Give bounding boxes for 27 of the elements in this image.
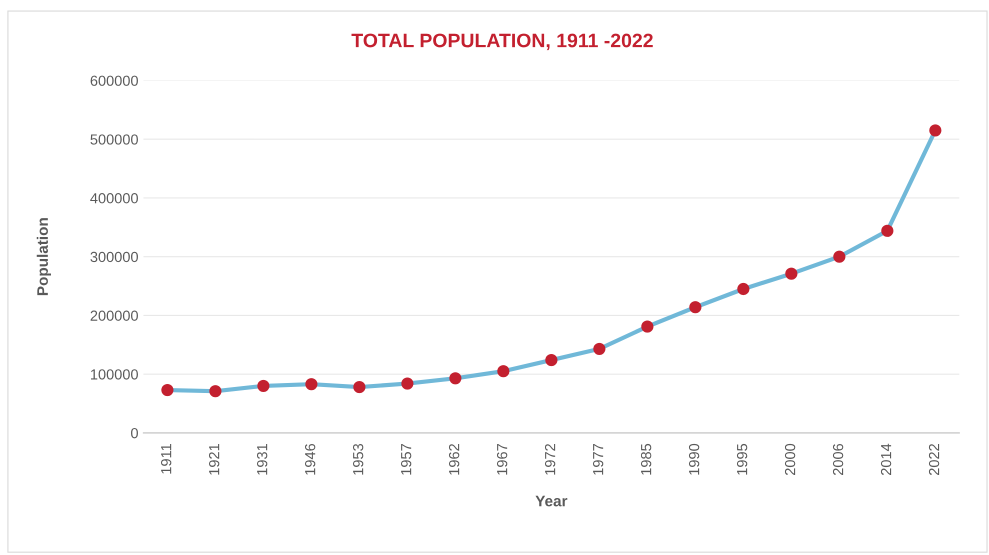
x-tick-label: 1990 bbox=[688, 444, 700, 475]
x-tick-label: 1957 bbox=[400, 444, 412, 475]
x-axis-title: Year bbox=[535, 496, 568, 506]
y-tick-label: 200000 bbox=[90, 310, 138, 321]
y-axis-title: Population bbox=[36, 218, 51, 296]
x-tick-label: 1921 bbox=[208, 444, 220, 475]
x-tick-label: 1972 bbox=[544, 444, 556, 475]
x-tick-label: 2014 bbox=[880, 444, 892, 476]
y-tick-label: 100000 bbox=[91, 369, 138, 380]
x-tick-label: 2006 bbox=[832, 444, 844, 476]
x-tick-label: 1911 bbox=[160, 444, 172, 474]
x-tick-label: 1985 bbox=[640, 444, 652, 475]
x-tick-label: 2022 bbox=[928, 444, 940, 476]
x-tick-label: 1977 bbox=[592, 444, 604, 475]
y-tick-label: 0 bbox=[131, 428, 138, 438]
x-tick-label: 1946 bbox=[304, 444, 316, 475]
y-tick-label: 600000 bbox=[90, 76, 138, 86]
x-tick-label: 1953 bbox=[352, 444, 364, 475]
y-tick-label: 300000 bbox=[90, 252, 138, 262]
x-tick-label: 1931 bbox=[256, 444, 268, 475]
x-tick-label: 1962 bbox=[448, 444, 460, 475]
y-tick-label: 500000 bbox=[90, 134, 138, 145]
y-tick-label: 400000 bbox=[90, 193, 138, 204]
x-tick-label: 2000 bbox=[784, 444, 796, 476]
chart-title: TOTAL POPULATION, 1911 -2022 bbox=[352, 34, 653, 50]
x-tick-label: 1967 bbox=[496, 444, 508, 475]
x-tick-label: 1995 bbox=[736, 444, 748, 475]
